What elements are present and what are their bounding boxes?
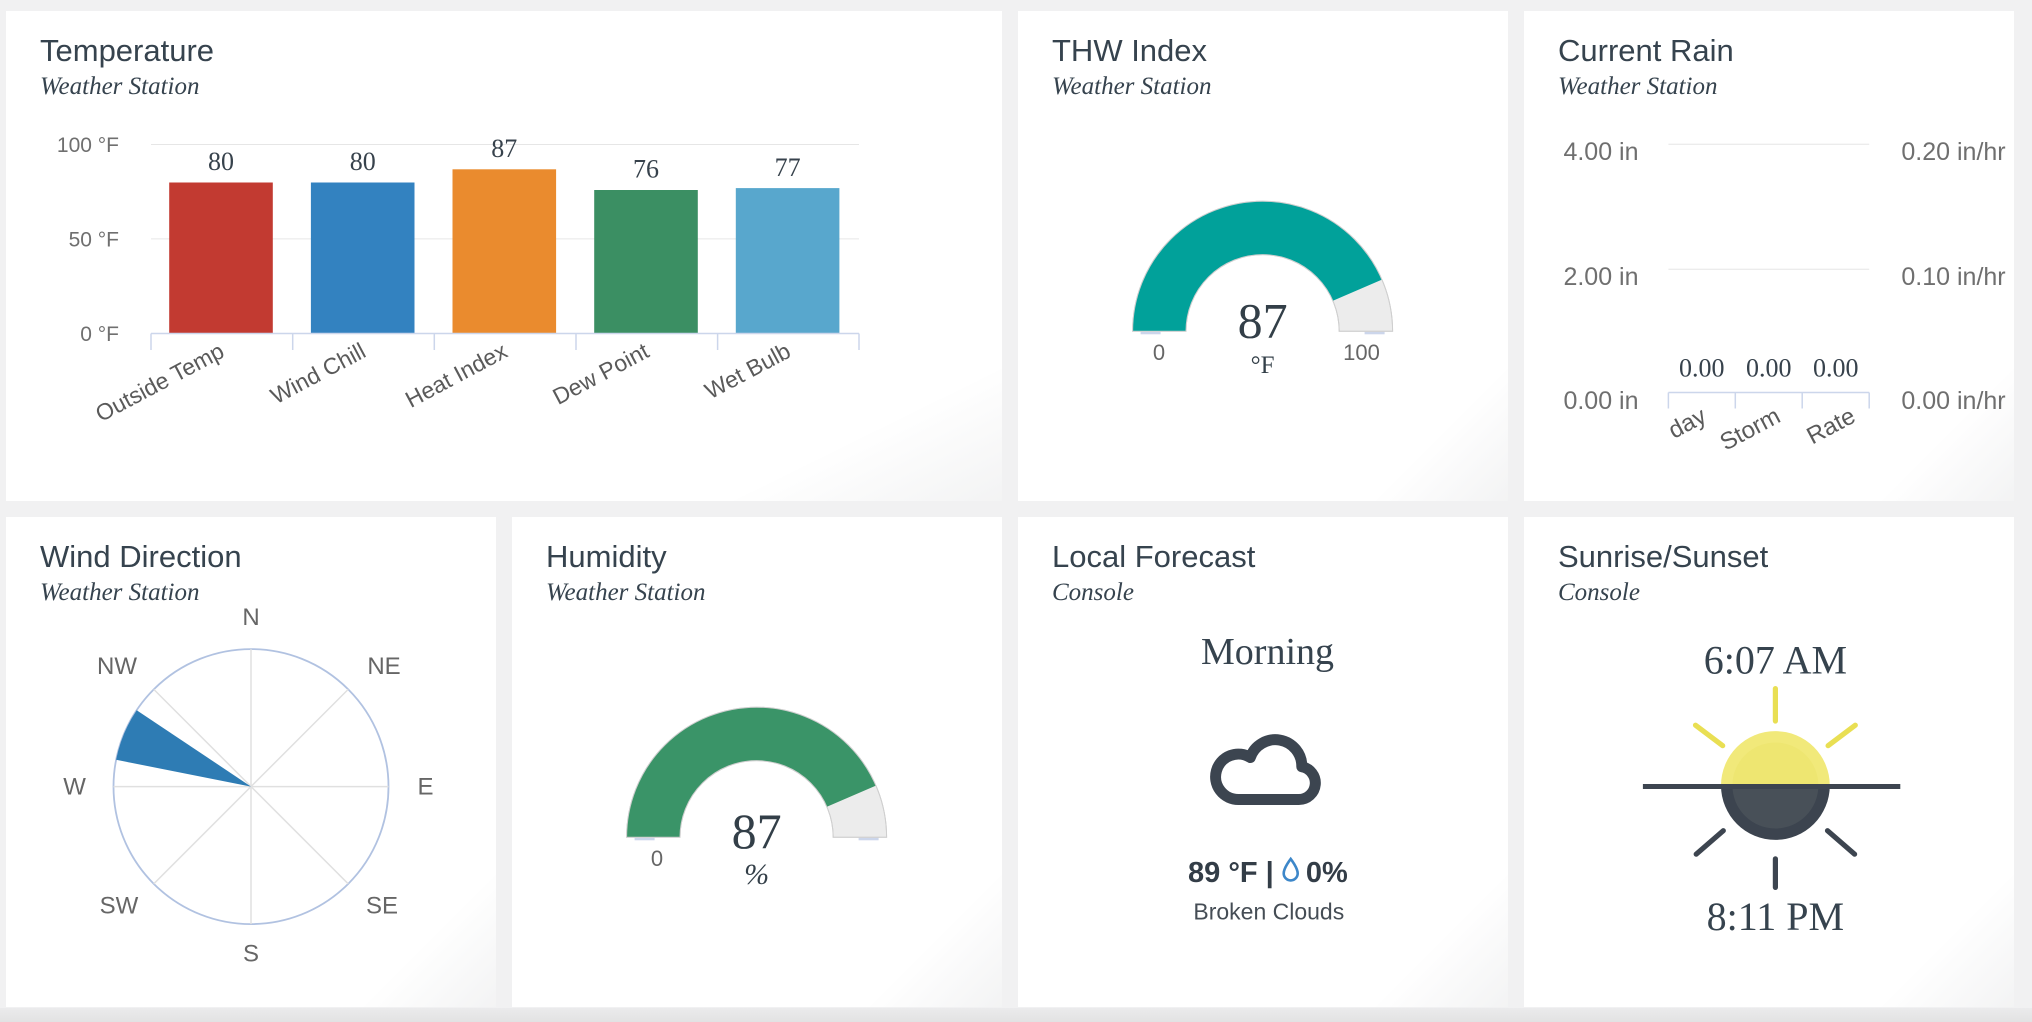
svg-text:2.00 in: 2.00 in xyxy=(1563,263,1638,291)
svg-text:Outside Temp: Outside Temp xyxy=(91,337,228,426)
svg-text:0.20 in/hr: 0.20 in/hr xyxy=(1901,138,2005,166)
svg-text:0: 0 xyxy=(651,846,663,871)
svg-text:77: 77 xyxy=(775,153,801,182)
svg-text:0 °F: 0 °F xyxy=(80,323,119,346)
svg-text:W: W xyxy=(63,774,86,801)
svg-text:day: day xyxy=(1664,402,1711,444)
svg-text:8:11 PM: 8:11 PM xyxy=(1707,894,1844,939)
svg-text:80: 80 xyxy=(350,147,376,176)
svg-text:100 °F: 100 °F xyxy=(57,134,119,157)
svg-text:SE: SE xyxy=(366,893,398,920)
svg-text:0.00 in: 0.00 in xyxy=(1563,387,1638,415)
svg-text:NW: NW xyxy=(97,653,137,680)
svg-text:89 °F | 0%: 89 °F | 0% xyxy=(1188,857,1348,889)
svg-text:76: 76 xyxy=(633,155,659,184)
svg-text:Morning: Morning xyxy=(1201,631,1334,673)
svg-text:SW: SW xyxy=(100,893,139,920)
svg-text:Storm: Storm xyxy=(1716,402,1785,456)
svg-text:N: N xyxy=(242,604,259,631)
svg-text:6:07 AM: 6:07 AM xyxy=(1704,638,1847,683)
svg-text:4.00 in: 4.00 in xyxy=(1563,138,1638,166)
svg-text:87: 87 xyxy=(732,803,782,859)
svg-text:Dew Point: Dew Point xyxy=(548,337,653,409)
svg-text:80: 80 xyxy=(208,147,234,176)
svg-text:0: 0 xyxy=(1153,340,1165,365)
svg-text:0.00: 0.00 xyxy=(1746,354,1792,383)
svg-text:NE: NE xyxy=(367,653,400,680)
svg-text:0.10 in/hr: 0.10 in/hr xyxy=(1901,263,2005,291)
svg-text:50 °F: 50 °F xyxy=(69,228,119,251)
svg-text:Heat Index: Heat Index xyxy=(401,337,512,412)
svg-text:87: 87 xyxy=(1238,293,1288,349)
svg-text:%: % xyxy=(744,858,769,891)
svg-text:0.00: 0.00 xyxy=(1679,354,1725,383)
svg-text:°F: °F xyxy=(1251,352,1275,379)
svg-text:E: E xyxy=(417,774,433,801)
svg-text:S: S xyxy=(243,941,259,968)
svg-text:87: 87 xyxy=(491,134,517,163)
svg-text:Wet Bulb: Wet Bulb xyxy=(700,337,794,404)
svg-text:Broken Clouds: Broken Clouds xyxy=(1193,898,1344,924)
svg-text:Wind Chill: Wind Chill xyxy=(266,337,370,409)
svg-text:100: 100 xyxy=(1343,340,1380,365)
svg-text:Rate: Rate xyxy=(1802,402,1859,450)
svg-text:0.00: 0.00 xyxy=(1813,354,1859,383)
svg-text:0.00 in/hr: 0.00 in/hr xyxy=(1901,387,2005,415)
